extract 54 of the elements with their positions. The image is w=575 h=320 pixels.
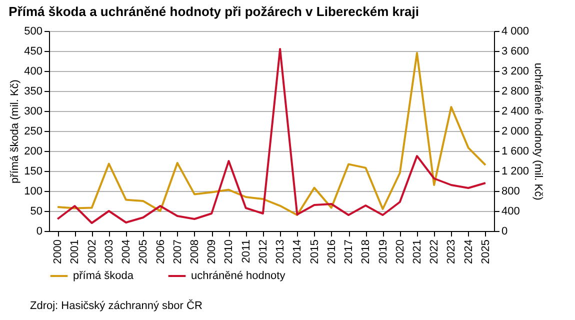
- y-tick-label: 450: [24, 46, 42, 58]
- x-tick-label: 2024: [462, 240, 475, 264]
- y2-tick-label: 2 800: [502, 86, 530, 98]
- x-tick-label: 2006: [154, 240, 167, 264]
- x-tick-label: 2003: [103, 240, 116, 264]
- y-axis-title: přímá škoda (mil. Kč): [9, 80, 22, 184]
- y-tick-label: 50: [30, 206, 42, 218]
- x-tick-label: 2017: [343, 240, 356, 264]
- x-tick-label: 2011: [240, 240, 252, 264]
- y-tick-label: 500: [24, 26, 42, 38]
- x-tick-label: 2002: [86, 240, 98, 264]
- y2-tick-label: 3 200: [502, 66, 530, 78]
- y2-tick-label: 1 200: [502, 166, 530, 178]
- x-tick-label: 2001: [69, 240, 82, 264]
- x-tick-label: 2021: [411, 240, 424, 264]
- text: Zdroj: Hasičský záchranný sbor ČR: [30, 300, 202, 312]
- y-tick-label: 150: [24, 166, 42, 178]
- x-tick-label: 2022: [428, 240, 441, 264]
- y-tick-label: 100: [24, 186, 42, 198]
- x-tick-label: 2009: [206, 240, 218, 264]
- y-tick-label: 350: [24, 86, 42, 98]
- x-tick-label: 2018: [360, 240, 372, 264]
- y-tick-label: 400: [24, 66, 42, 78]
- x-tick-label: 2012: [257, 240, 270, 264]
- chart-title: Přímá škoda a uchráněné hodnoty při požárech v Libereckém kraji: [8, 4, 420, 19]
- x-tick-label: 2020: [394, 240, 406, 264]
- x-tick-label: 2007: [172, 240, 184, 264]
- y2-tick-label: 800: [502, 186, 520, 198]
- y-tick-label: 0: [36, 226, 42, 238]
- x-tick-label: 2023: [446, 240, 458, 264]
- legend-label: přímá škoda: [73, 270, 134, 282]
- y2-tick-label: 3 600: [502, 46, 530, 58]
- legend-label: uchráněné hodnoty: [191, 270, 286, 282]
- x-tick-label: 2010: [223, 240, 236, 264]
- x-tick-label: 2015: [308, 240, 321, 264]
- y2-tick-label: 1 600: [502, 146, 530, 158]
- y-tick-label: 250: [24, 126, 42, 138]
- y2-tick-label: 2 400: [502, 106, 530, 118]
- x-tick-label: 2013: [274, 240, 287, 264]
- x-tick-label: 2019: [377, 240, 390, 264]
- y2-tick-label: 2 000: [502, 126, 530, 138]
- y-tick-label: 200: [24, 146, 42, 158]
- y2-axis-title: uchráněné hodnoty (mil. Kč): [532, 62, 544, 200]
- x-tick-label: 2004: [120, 240, 133, 264]
- y2-tick-label: 400: [502, 206, 520, 218]
- x-tick-label: 2008: [188, 240, 201, 264]
- x-tick-label: 2005: [138, 240, 150, 264]
- x-tick-label: 2014: [292, 240, 304, 264]
- x-tick-label: 2016: [326, 240, 338, 264]
- y-tick-label: 300: [24, 106, 42, 118]
- y2-tick-label: 0: [502, 226, 508, 238]
- y2-tick-label: 4 000: [502, 26, 530, 38]
- x-tick-label: 2025: [480, 240, 492, 264]
- x-tick-label: 2000: [52, 240, 64, 264]
